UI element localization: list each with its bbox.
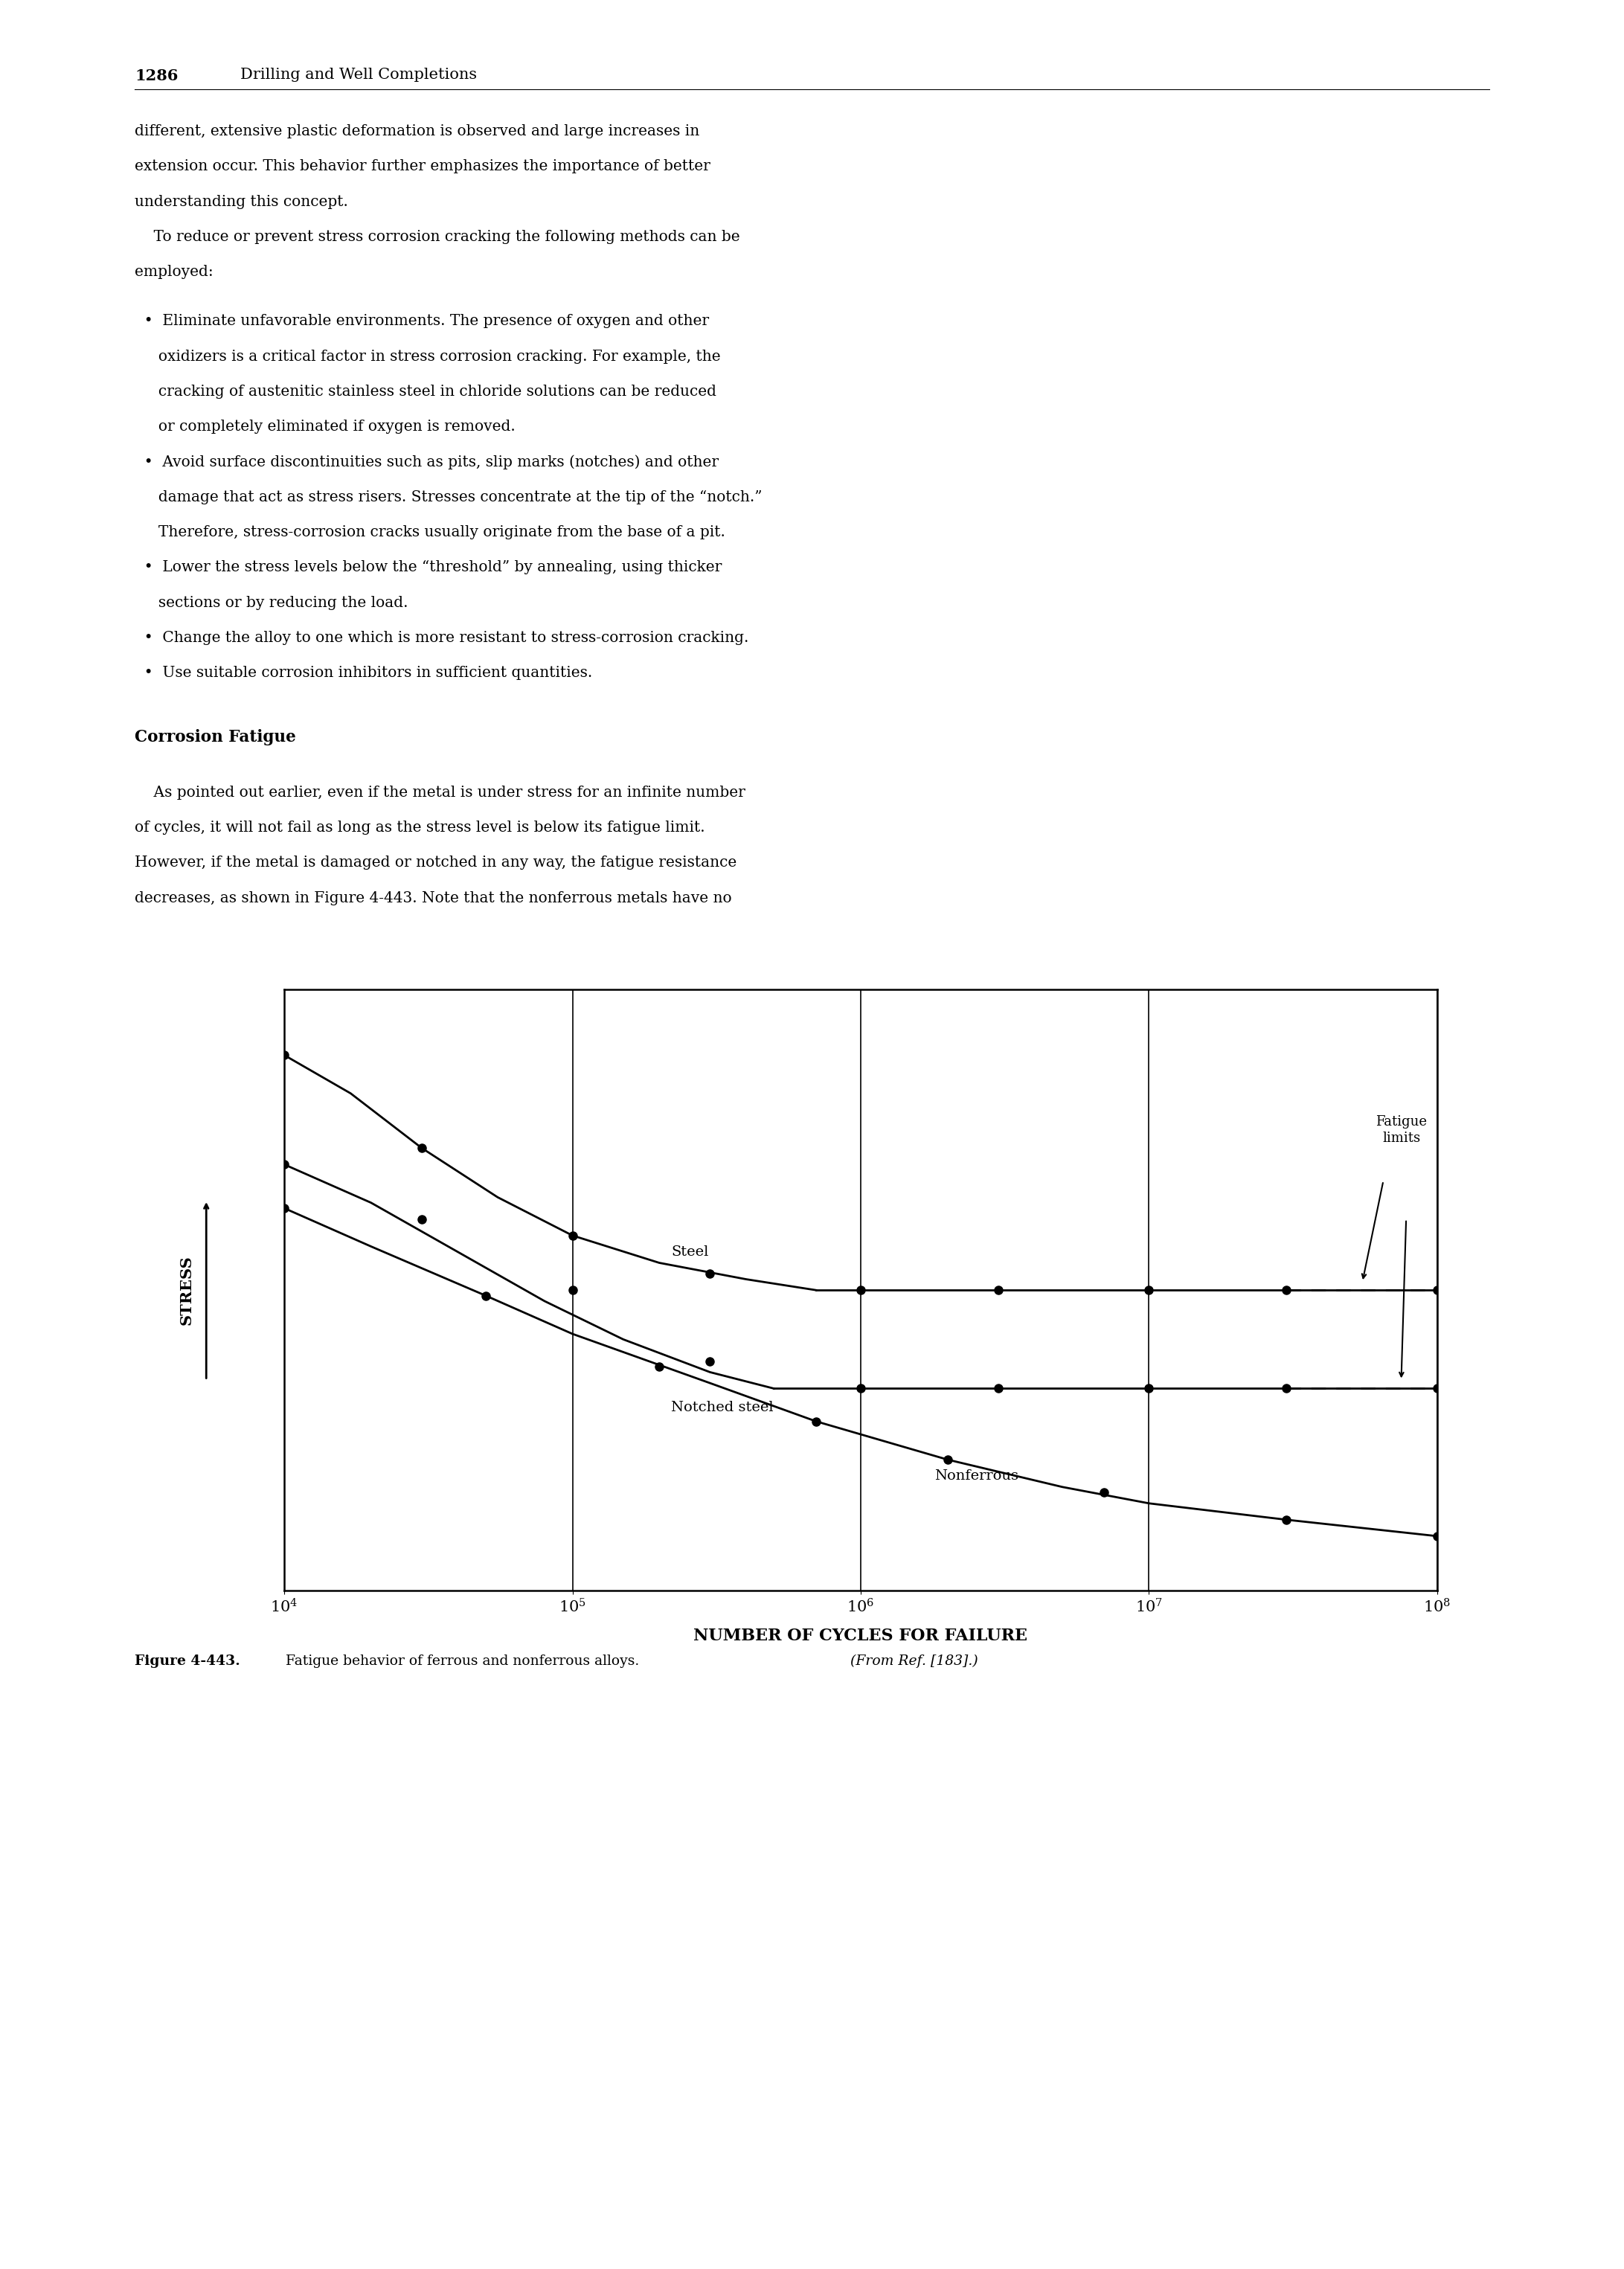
Text: Notched steel: Notched steel (671, 1400, 773, 1414)
Text: or completely eliminated if oxygen is removed.: or completely eliminated if oxygen is re… (135, 420, 515, 433)
Text: Steel: Steel (671, 1246, 708, 1259)
Text: oxidizers is a critical factor in stress corrosion cracking. For example, the: oxidizers is a critical factor in stress… (135, 349, 721, 363)
Text: •  Lower the stress levels below the “threshold” by annealing, using thicker: • Lower the stress levels below the “thr… (135, 560, 723, 574)
X-axis label: NUMBER OF CYCLES FOR FAILURE: NUMBER OF CYCLES FOR FAILURE (693, 1627, 1028, 1645)
Text: (From Ref. [183].): (From Ref. [183].) (846, 1654, 978, 1668)
Text: understanding this concept.: understanding this concept. (135, 195, 348, 209)
Text: •  Use suitable corrosion inhibitors in sufficient quantities.: • Use suitable corrosion inhibitors in s… (135, 665, 593, 681)
Text: Therefore, stress-corrosion cracks usually originate from the base of a pit.: Therefore, stress-corrosion cracks usual… (135, 524, 726, 540)
Text: To reduce or prevent stress corrosion cracking the following methods can be: To reduce or prevent stress corrosion cr… (135, 229, 741, 245)
Text: Fatigue behavior of ferrous and nonferrous alloys.: Fatigue behavior of ferrous and nonferro… (286, 1654, 640, 1668)
Text: Nonferrous: Nonferrous (934, 1470, 1018, 1482)
Text: However, if the metal is damaged or notched in any way, the fatigue resistance: However, if the metal is damaged or notc… (135, 855, 737, 869)
Text: STRESS: STRESS (179, 1255, 195, 1325)
Text: Corrosion Fatigue: Corrosion Fatigue (135, 728, 296, 747)
Text: As pointed out earlier, even if the metal is under stress for an infinite number: As pointed out earlier, even if the meta… (135, 785, 745, 799)
Text: different, extensive plastic deformation is observed and large increases in: different, extensive plastic deformation… (135, 125, 700, 138)
Text: decreases, as shown in Figure 4-443. Note that the nonferrous metals have no: decreases, as shown in Figure 4-443. Not… (135, 892, 732, 905)
Text: •  Avoid surface discontinuities such as pits, slip marks (notches) and other: • Avoid surface discontinuities such as … (135, 454, 719, 470)
Text: of cycles, it will not fail as long as the stress level is below its fatigue lim: of cycles, it will not fail as long as t… (135, 821, 705, 835)
Text: extension occur. This behavior further emphasizes the importance of better: extension occur. This behavior further e… (135, 159, 711, 175)
Text: Fatigue
limits: Fatigue limits (1376, 1116, 1427, 1146)
Text: cracking of austenitic stainless steel in chloride solutions can be reduced: cracking of austenitic stainless steel i… (135, 383, 716, 399)
Text: •  Eliminate unfavorable environments. The presence of oxygen and other: • Eliminate unfavorable environments. Th… (135, 313, 710, 329)
Text: 1286: 1286 (135, 68, 179, 84)
Text: Figure 4-443.: Figure 4-443. (135, 1654, 240, 1668)
Text: employed:: employed: (135, 265, 213, 279)
Text: damage that act as stress risers. Stresses concentrate at the tip of the “notch.: damage that act as stress risers. Stress… (135, 490, 762, 504)
Text: sections or by reducing the load.: sections or by reducing the load. (135, 594, 408, 610)
Text: •  Change the alloy to one which is more resistant to stress-corrosion cracking.: • Change the alloy to one which is more … (135, 631, 749, 644)
Text: Drilling and Well Completions: Drilling and Well Completions (240, 68, 477, 82)
